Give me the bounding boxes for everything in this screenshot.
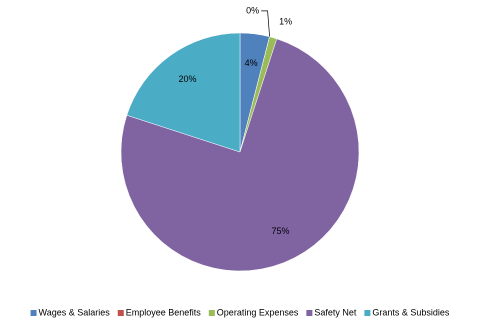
legend-swatch bbox=[117, 310, 124, 316]
data-label: 75% bbox=[272, 226, 290, 236]
legend-swatch bbox=[306, 310, 313, 316]
legend-swatch bbox=[364, 310, 371, 316]
data-label: 1% bbox=[279, 16, 292, 26]
legend-label: Wages & Salaries bbox=[39, 307, 111, 317]
pie-slice bbox=[120, 38, 360, 272]
legend: Wages & Salaries Employee Benefits Operati… bbox=[30, 307, 450, 317]
legend-swatch bbox=[30, 310, 37, 316]
legend-label: Operating Expenses bbox=[217, 307, 299, 317]
legend-label: Employee Benefits bbox=[126, 307, 202, 317]
legend-label: Grants & Subsidies bbox=[372, 307, 450, 317]
data-label: 4% bbox=[245, 58, 258, 68]
leader-line bbox=[261, 10, 270, 37]
legend-swatch bbox=[208, 310, 215, 316]
data-label: 20% bbox=[179, 74, 197, 84]
data-label: 0% bbox=[246, 5, 259, 15]
legend-label: Safety Net bbox=[314, 307, 357, 317]
pie-slice bbox=[126, 32, 241, 153]
